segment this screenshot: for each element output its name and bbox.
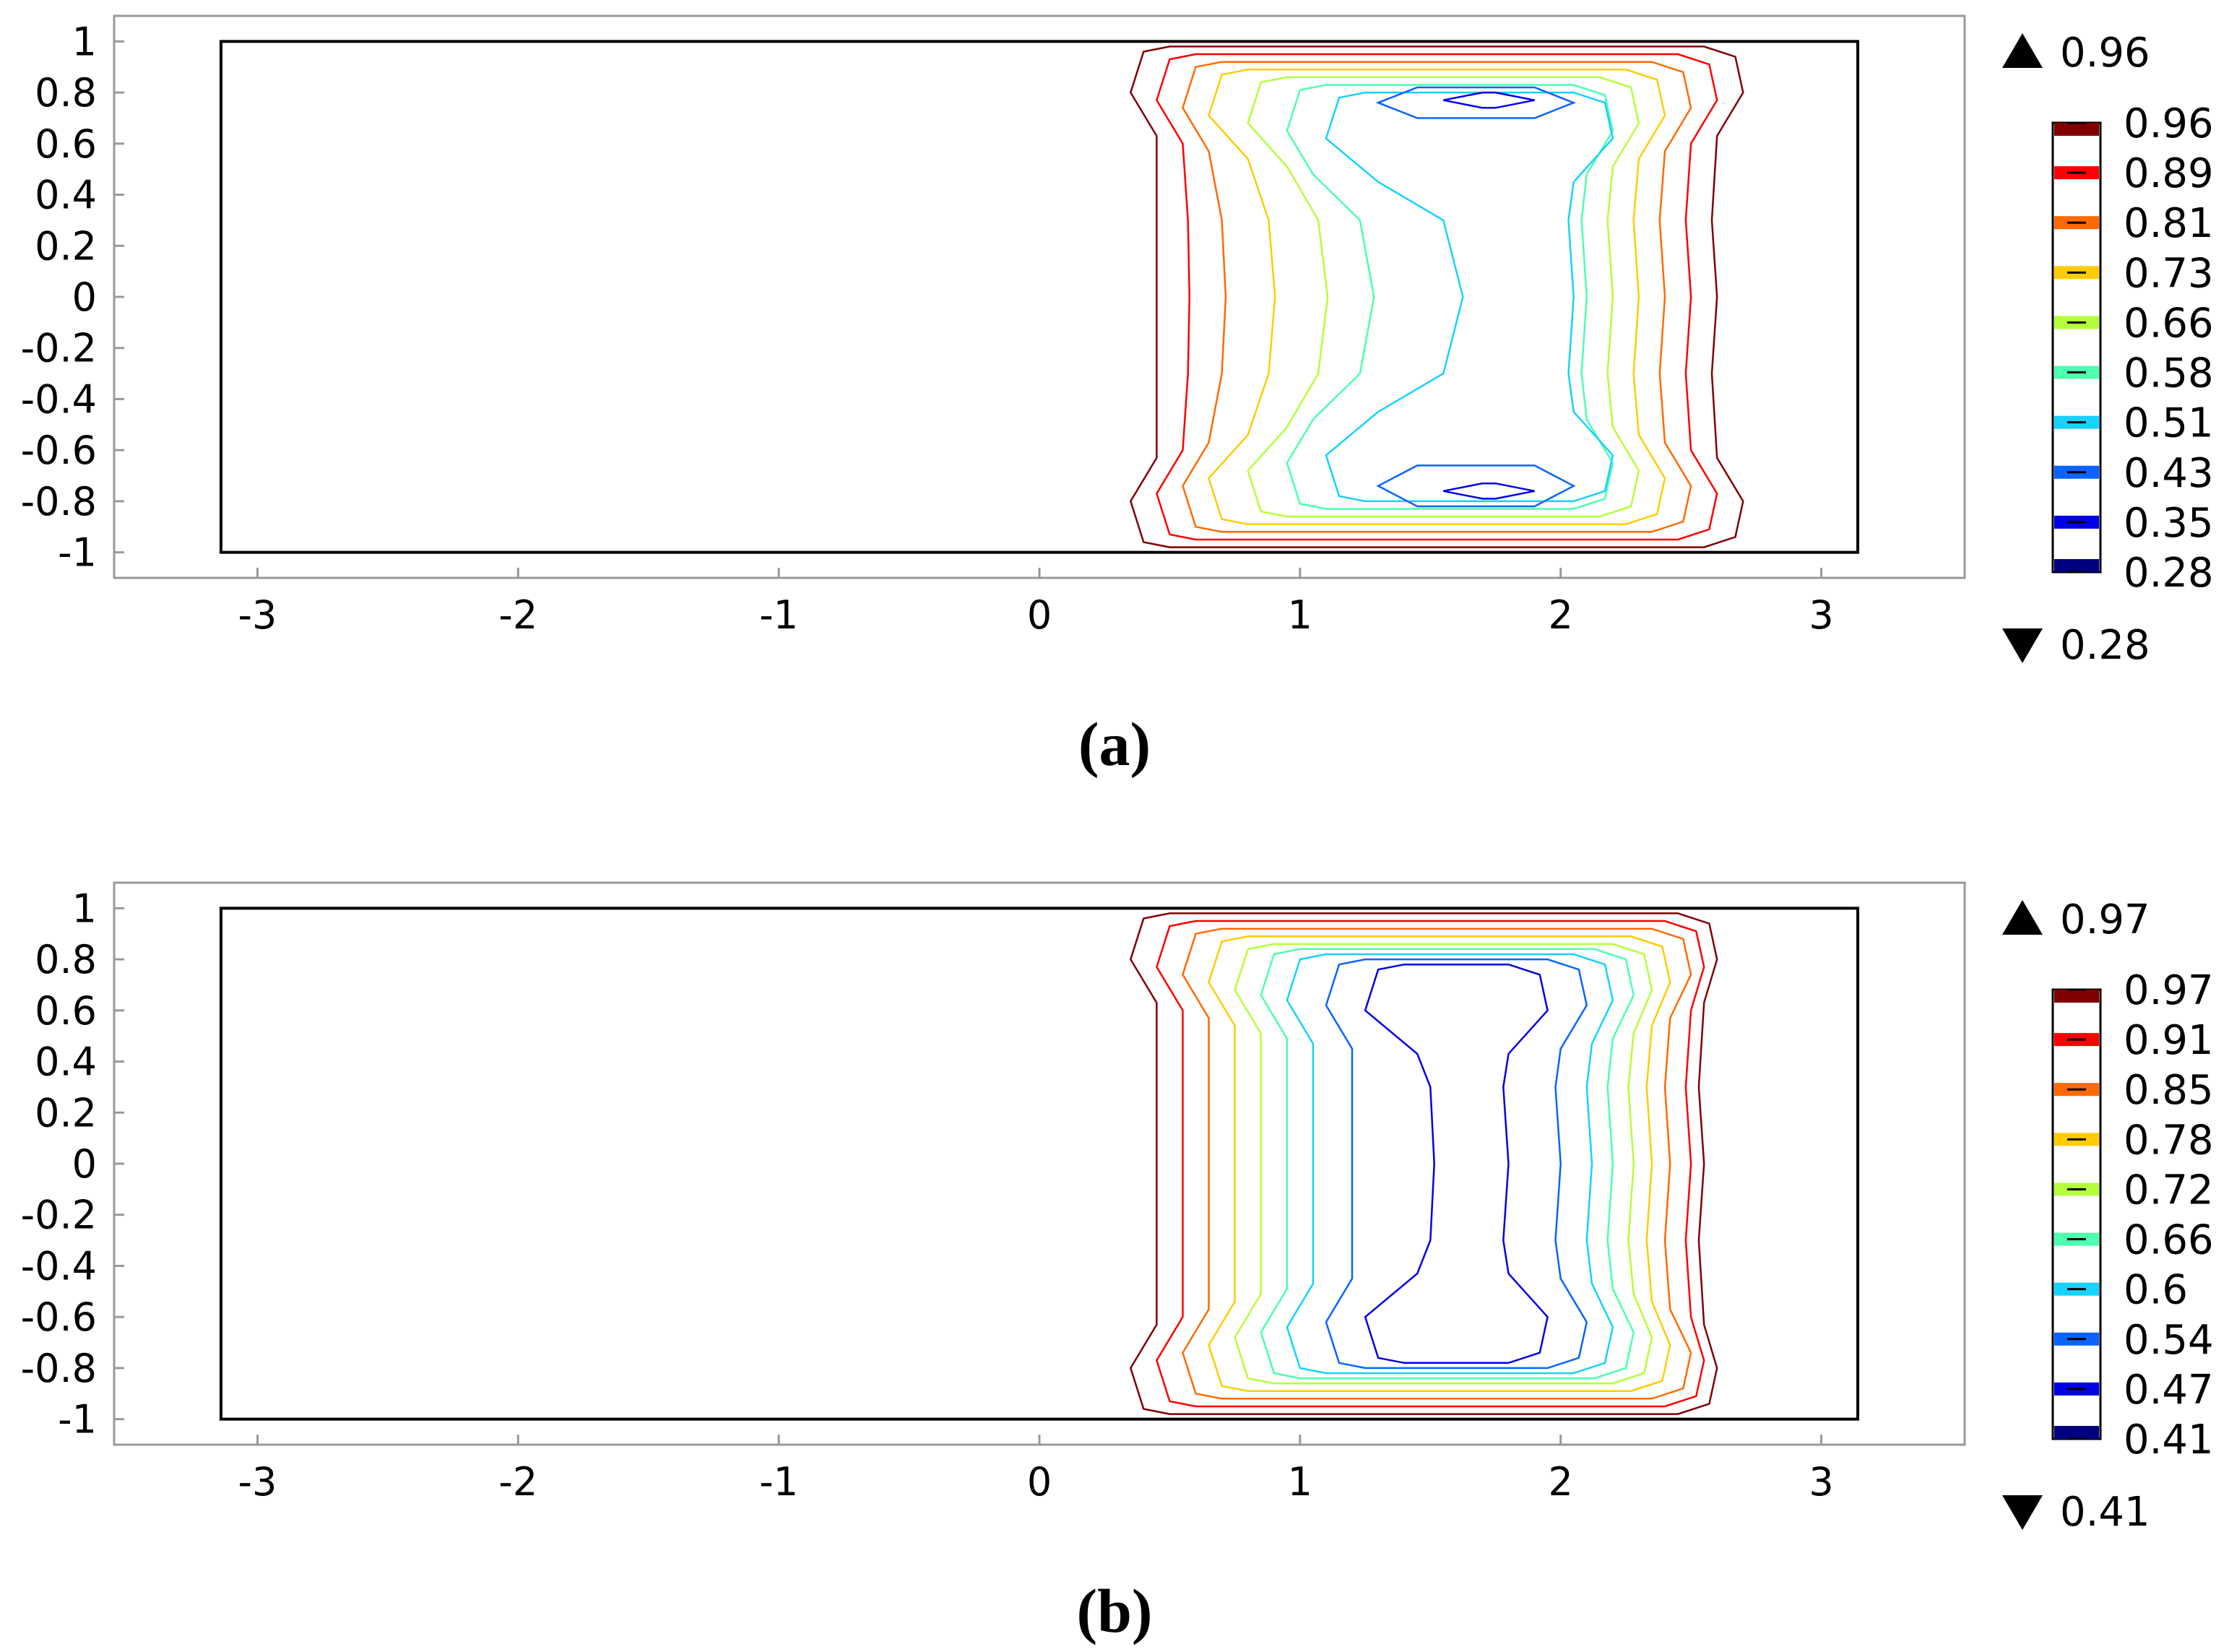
colorbar-label: 0.78	[2124, 1117, 2214, 1164]
colorbar-label: 0.73	[2124, 250, 2214, 297]
y-tick-label: 0.8	[35, 70, 97, 116]
colorbar-frame	[2051, 121, 2102, 574]
max-value-label: 0.97	[2060, 896, 2150, 943]
y-tick-label: 0.2	[35, 223, 97, 269]
x-tick-label: -2	[498, 1459, 537, 1505]
x-tick-label: 0	[1027, 1459, 1052, 1505]
x-tick-label: 0	[1027, 592, 1052, 638]
contour-loop	[1376, 464, 1576, 508]
y-tick-label: 0.6	[35, 988, 97, 1034]
colorbar-label: 0.41	[2124, 1417, 2214, 1463]
max-triangle-icon	[2002, 900, 2043, 935]
colorbar-label: 0.96	[2124, 100, 2214, 147]
x-tick-label: 1	[1288, 1459, 1312, 1505]
domain-boundary	[219, 40, 1860, 554]
colorbar-label: 0.43	[2124, 450, 2214, 497]
colorbar-label: 0.28	[2124, 550, 2214, 597]
y-tick-label: -0.6	[21, 1294, 97, 1340]
colorbar-label: 0.85	[2124, 1067, 2214, 1114]
colorbar-label: 0.72	[2124, 1167, 2214, 1214]
contour-line	[1208, 69, 1666, 525]
contour-line	[1325, 91, 1614, 503]
y-tick-label: 0	[72, 274, 97, 320]
contour-line	[1364, 963, 1549, 1365]
y-tick-label: -0.4	[21, 376, 97, 422]
y-tick-label: 1	[72, 19, 97, 64]
x-tick-label: 2	[1549, 592, 1573, 638]
x-tick-label: -1	[759, 1459, 798, 1505]
y-tick-label: 0.4	[35, 173, 97, 218]
contour-line	[1129, 46, 1744, 548]
colorbar-label: 0.6	[2124, 1267, 2188, 1314]
contour-line	[1156, 920, 1705, 1408]
min-value-label: 0.41	[2060, 1489, 2150, 1536]
colorbar-band	[2054, 990, 2099, 1003]
max-triangle-icon	[2002, 33, 2043, 68]
contour-line	[1286, 953, 1614, 1375]
colorbar-label: 0.91	[2124, 1017, 2214, 1064]
min-triangle-icon	[2002, 1495, 2043, 1530]
y-tick-label: 1	[72, 886, 97, 931]
max-value-label: 0.96	[2060, 30, 2150, 77]
x-tick-label: -3	[238, 592, 277, 638]
colorbar-label: 0.58	[2124, 350, 2214, 397]
contour-line	[1260, 948, 1635, 1380]
domain-boundary	[219, 907, 1860, 1421]
y-tick-label: 0.2	[35, 1090, 97, 1136]
x-tick-label: -3	[238, 1459, 277, 1505]
y-tick-label: -0.6	[21, 428, 97, 473]
min-triangle-icon	[2002, 628, 2043, 663]
y-tick-label: -1	[58, 1397, 97, 1443]
y-tick-label: -1	[58, 530, 97, 576]
contour-line	[1129, 912, 1718, 1415]
colorbar-label: 0.54	[2124, 1317, 2214, 1364]
colorbar-label: 0.35	[2124, 500, 2214, 547]
y-tick-label: 0.6	[35, 121, 97, 167]
panel-a: -3 -2 -1 0 1 2 3 1 0.8 0.6 0.4 0.2 0 -0.2 -0.4 -0.6 -0.8…	[21, 14, 2214, 669]
colorbar-label: 0.66	[2124, 300, 2214, 347]
contour-line	[1286, 84, 1614, 510]
contour-loop	[1443, 91, 1535, 109]
contour-line	[1182, 61, 1692, 533]
panel-b: -3 -2 -1 0 1 2 3 1 0.8 0.6 0.4 0.2 0 -0.2 -0.4 -0.6 -0.8…	[21, 881, 2214, 1536]
y-tick-label: 0.8	[35, 937, 97, 982]
x-tick-label: -2	[498, 592, 537, 638]
x-tick-label: -1	[759, 592, 798, 638]
colorbar-label: 0.97	[2124, 967, 2214, 1014]
plot-frame	[113, 881, 1966, 1446]
y-tick-label: -0.8	[21, 1346, 97, 1391]
colorbar-band	[2054, 123, 2099, 136]
y-tick-label: -0.2	[21, 326, 97, 371]
contour-line	[1247, 76, 1640, 518]
x-tick-label: 3	[1809, 592, 1833, 638]
contour-loop	[1375, 86, 1577, 119]
contour-line	[1325, 958, 1588, 1370]
colorbar-label: 0.66	[2124, 1217, 2214, 1264]
contour-line	[1182, 927, 1692, 1400]
colorbar-label: 0.89	[2124, 150, 2214, 197]
colorbar-label: 0.47	[2124, 1367, 2214, 1414]
colorbar-label: 0.51	[2124, 400, 2214, 447]
y-tick-label: -0.8	[21, 479, 97, 524]
colorbar-band	[2054, 1426, 2099, 1439]
contour-loop	[1443, 482, 1535, 500]
x-tick-label: 2	[1549, 1459, 1573, 1505]
min-value-label: 0.28	[2060, 622, 2150, 669]
y-tick-label: -0.4	[21, 1243, 97, 1289]
plot-frame	[113, 14, 1966, 579]
y-tick-label: -0.2	[21, 1193, 97, 1238]
contour-line	[1208, 935, 1671, 1392]
x-tick-label: 1	[1288, 592, 1312, 638]
panel-a-caption: (a)	[1078, 709, 1151, 779]
contour-line	[1234, 943, 1653, 1385]
panel-b-caption: (b)	[1076, 1576, 1153, 1645]
colorbar-frame	[2051, 988, 2102, 1440]
contour-line	[1156, 53, 1718, 541]
y-tick-label: 0.4	[35, 1039, 97, 1085]
colorbar-band	[2054, 559, 2099, 572]
colorbar-label: 0.81	[2124, 200, 2214, 247]
y-tick-label: 0	[72, 1141, 97, 1187]
x-tick-label: 3	[1809, 1459, 1833, 1505]
